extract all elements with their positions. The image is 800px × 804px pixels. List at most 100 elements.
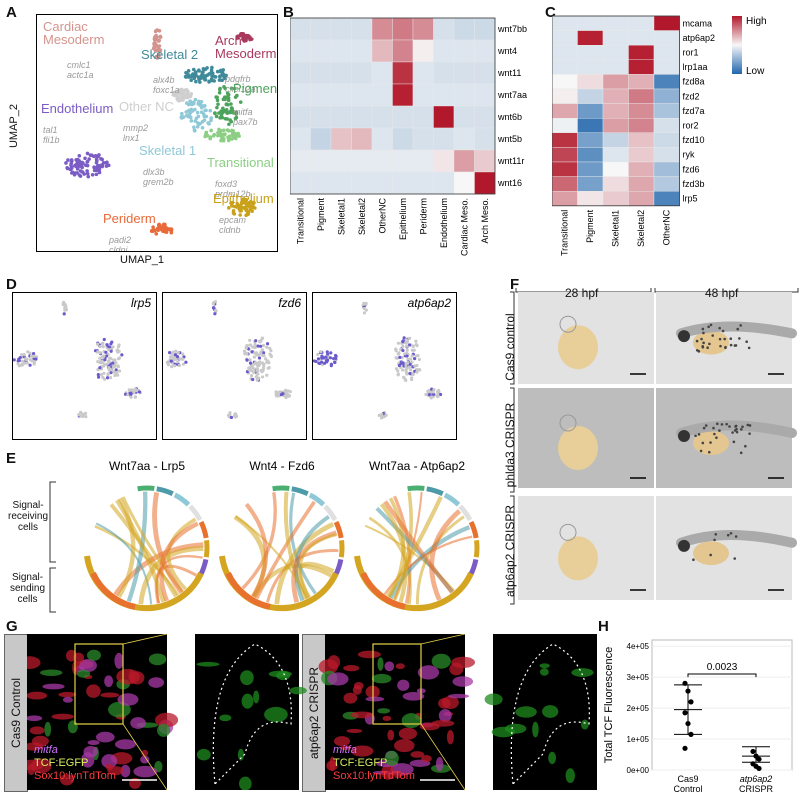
heatmap-cell bbox=[552, 177, 578, 192]
pigment-spot bbox=[718, 429, 721, 432]
heatmap-cell bbox=[654, 191, 680, 206]
heatmap-cell bbox=[603, 133, 629, 148]
feature-point bbox=[404, 379, 407, 382]
umap-point bbox=[184, 93, 188, 97]
heatmap-cell bbox=[352, 128, 373, 150]
heatmap-cell bbox=[629, 104, 655, 119]
data-point bbox=[688, 699, 693, 704]
umap-point bbox=[193, 129, 197, 133]
pigment-spot bbox=[721, 423, 724, 426]
pigment-spot bbox=[723, 338, 726, 341]
heatmap-cell bbox=[352, 40, 373, 62]
feature-point bbox=[316, 353, 319, 356]
umap-point bbox=[233, 132, 237, 136]
feature-point bbox=[254, 361, 257, 364]
feature-point bbox=[228, 411, 231, 414]
feature-point bbox=[97, 373, 100, 376]
timepoint-28hpf: 28 hpf bbox=[565, 286, 598, 300]
chord-arc bbox=[445, 495, 459, 505]
feature-point bbox=[401, 340, 404, 343]
umap-point bbox=[86, 164, 90, 168]
fluor-signal bbox=[104, 675, 113, 687]
heatmap-cell bbox=[372, 172, 393, 194]
feature-point bbox=[402, 376, 405, 379]
umap-point bbox=[175, 97, 179, 101]
fluor-signal bbox=[505, 724, 526, 734]
fluor-signal bbox=[515, 706, 536, 717]
feature-point bbox=[261, 354, 264, 357]
feature-point bbox=[107, 359, 110, 362]
umap-point bbox=[75, 162, 79, 166]
tcf-fluorescence-plot: 0e+001e+052e+053e+054e+05Total TCF Fluor… bbox=[600, 630, 800, 804]
heatmap-cell bbox=[629, 147, 655, 162]
heatmap-cell bbox=[331, 128, 352, 150]
fluor-signal bbox=[377, 708, 390, 713]
feature-point bbox=[170, 365, 173, 368]
feature-point bbox=[174, 353, 177, 356]
chord-diagram: Wnt7aa - Atp6ap2 bbox=[349, 458, 485, 623]
feature-point bbox=[257, 353, 260, 356]
pigment-spot bbox=[739, 324, 742, 327]
feature-point bbox=[258, 340, 261, 343]
heatmap-row-label: lrp5 bbox=[683, 194, 698, 204]
heatmap-cell bbox=[475, 62, 496, 84]
umap-point bbox=[218, 88, 222, 92]
heatmap-cell bbox=[434, 62, 455, 84]
heatmap-col-label: Endothelium bbox=[439, 198, 449, 248]
heatmap-col-label: Skeletal1 bbox=[611, 210, 621, 247]
feature-point bbox=[18, 359, 21, 362]
heatmap-cell bbox=[654, 16, 680, 31]
pigment-spot bbox=[708, 343, 711, 346]
umap-point bbox=[76, 167, 80, 171]
feature-plot-fzd6: fzd6 bbox=[162, 292, 307, 440]
heatmap-cell bbox=[629, 162, 655, 177]
feature-point bbox=[416, 344, 419, 347]
feature-point bbox=[102, 345, 105, 348]
heatmap-cell bbox=[352, 18, 373, 40]
heatmap-row-label: wnt7aa bbox=[497, 90, 527, 100]
feature-point bbox=[284, 391, 287, 394]
umap-point bbox=[239, 207, 243, 211]
umap-point bbox=[211, 72, 215, 76]
heatmap-cell bbox=[603, 60, 629, 75]
heatmap-cell bbox=[475, 172, 496, 194]
umap-cluster-label: Other NC bbox=[119, 99, 174, 114]
umap-point bbox=[86, 172, 90, 176]
feature-point bbox=[363, 311, 366, 314]
umap-point bbox=[70, 159, 74, 163]
umap-point bbox=[230, 129, 234, 133]
feature-point bbox=[436, 393, 439, 396]
feature-point bbox=[116, 374, 119, 377]
umap-point bbox=[222, 132, 226, 136]
feature-point bbox=[107, 372, 110, 375]
feature-point bbox=[409, 368, 412, 371]
feature-point bbox=[256, 372, 259, 375]
umap-point bbox=[156, 228, 160, 232]
heatmap-cell bbox=[603, 74, 629, 89]
pigment-spot bbox=[734, 429, 737, 432]
feature-point bbox=[258, 360, 261, 363]
umap-xlabel: UMAP_1 bbox=[120, 254, 164, 266]
umap-point bbox=[180, 112, 184, 116]
feature-point bbox=[385, 414, 388, 417]
heatmap-row-label: ror1 bbox=[683, 48, 699, 58]
heatmap-col-label: OtherNC bbox=[662, 209, 672, 245]
feature-point bbox=[439, 393, 442, 396]
feature-point bbox=[118, 369, 121, 372]
feature-point bbox=[230, 416, 233, 419]
chord-title: Wnt7aa - Atp6ap2 bbox=[369, 459, 465, 473]
label-signal-receiving: Signal- receiving cells bbox=[8, 500, 48, 533]
umap-point bbox=[214, 75, 218, 79]
umap-point bbox=[184, 110, 188, 114]
feature-point bbox=[245, 346, 248, 349]
feature-point bbox=[320, 361, 323, 364]
heatmap-cell bbox=[578, 191, 604, 206]
heatmap-cell bbox=[393, 172, 414, 194]
umap-point bbox=[153, 39, 157, 43]
feature-point bbox=[405, 344, 408, 347]
umap-point bbox=[204, 132, 208, 136]
umap-point bbox=[203, 68, 207, 72]
umap-cluster-label: Skeletal 1 bbox=[139, 143, 196, 158]
heatmap-cell bbox=[290, 172, 311, 194]
heatmap-cell bbox=[393, 150, 414, 172]
